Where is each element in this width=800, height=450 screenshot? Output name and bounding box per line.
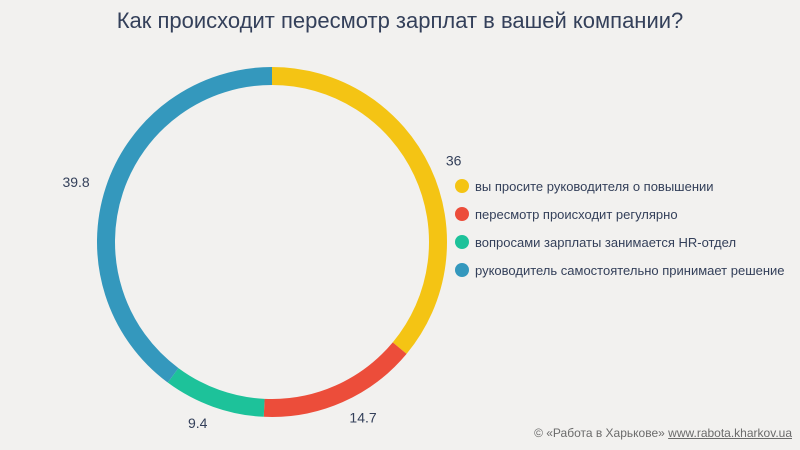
legend-item[interactable]: пересмотр происходит регулярно: [455, 200, 785, 228]
legend-item[interactable]: вопросами зарплаты занимается HR-отдел: [455, 228, 785, 256]
data-label: 14.7: [349, 410, 376, 426]
data-label: 39.8: [62, 174, 89, 190]
legend-dot-icon: [455, 179, 469, 193]
legend-item[interactable]: вы просите руководителя о повышении: [455, 172, 785, 200]
legend-item[interactable]: руководитель самостоятельно принимает ре…: [455, 256, 785, 284]
legend-label: пересмотр происходит регулярно: [475, 206, 678, 222]
donut-slice: [167, 367, 265, 417]
legend-label: вопросами зарплаты занимается HR-отдел: [475, 234, 737, 250]
legend-label: вы просите руководителя о повышении: [475, 178, 714, 194]
footer: © «Работа в Харькове» www.rabota.kharkov…: [534, 426, 792, 440]
donut-slice: [263, 342, 407, 417]
site-link[interactable]: www.rabota.kharkov.ua: [668, 426, 792, 440]
donut-slice: [271, 67, 447, 354]
legend-label: руководитель самостоятельно принимает ре…: [475, 262, 785, 278]
data-label: 9.4: [188, 415, 208, 431]
copyright-text: © «Работа в Харькове»: [534, 426, 665, 440]
data-label: 36: [446, 152, 462, 168]
legend-dot-icon: [455, 235, 469, 249]
legend: вы просите руководителя о повышении перес…: [455, 172, 785, 284]
donut-slice: [97, 67, 273, 383]
legend-dot-icon: [455, 207, 469, 221]
legend-dot-icon: [455, 263, 469, 277]
chart-title: Как происходит пересмотр зарплат в вашей…: [116, 8, 684, 33]
